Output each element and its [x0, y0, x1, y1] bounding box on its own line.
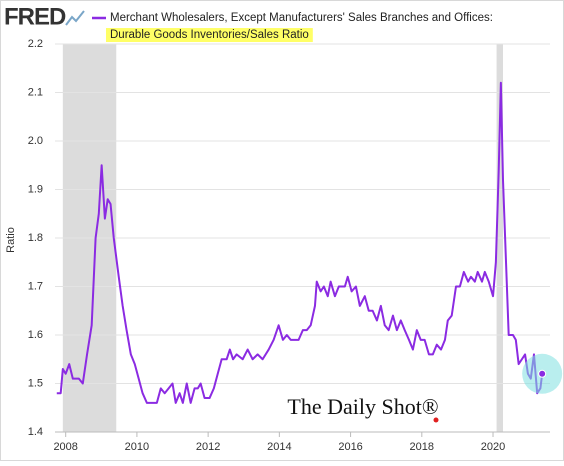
series-line — [56, 81, 544, 404]
x-tick-label: 2020 — [481, 441, 505, 453]
end-marker — [538, 369, 547, 378]
y-axis-label: Ratio — [5, 227, 17, 253]
y-tick-label: 2.1 — [28, 86, 43, 98]
y-tick-label: 1.6 — [28, 329, 43, 341]
x-tick-label: 2010 — [125, 441, 149, 453]
plot: 1.4 1.5 1.6 1.7 1.8 1.9 2.0 2.1 2.2 2008 2010 2012 2… — [28, 38, 563, 453]
x-tick-label: 2016 — [338, 441, 362, 453]
x-tick-label: 2014 — [267, 441, 291, 453]
logo-icon — [65, 10, 85, 26]
subtitle: Durable Goods Inventories/Sales Ratio — [110, 29, 309, 41]
y-tick-label: 1.7 — [28, 280, 43, 292]
x-tick-label: 2008 — [53, 441, 77, 453]
watermark: The Daily Shot® — [287, 394, 438, 419]
y-tick-label: 1.9 — [28, 183, 43, 195]
watermark-dot — [433, 417, 439, 423]
y-tick-label: 1.8 — [28, 232, 43, 244]
legend-highlight — [106, 28, 313, 43]
legend-label: Merchant Wholesalers, Except Manufacture… — [110, 12, 493, 24]
logo: FRED — [4, 3, 66, 30]
y-tick-label: 1.5 — [28, 377, 43, 389]
y-tick-label: 2.2 — [28, 38, 43, 50]
y-tick-label: 1.4 — [28, 426, 43, 438]
x-tick-label: 2012 — [196, 441, 220, 453]
y-tick-label: 2.0 — [28, 135, 43, 147]
x-tick-label: 2018 — [410, 441, 434, 453]
